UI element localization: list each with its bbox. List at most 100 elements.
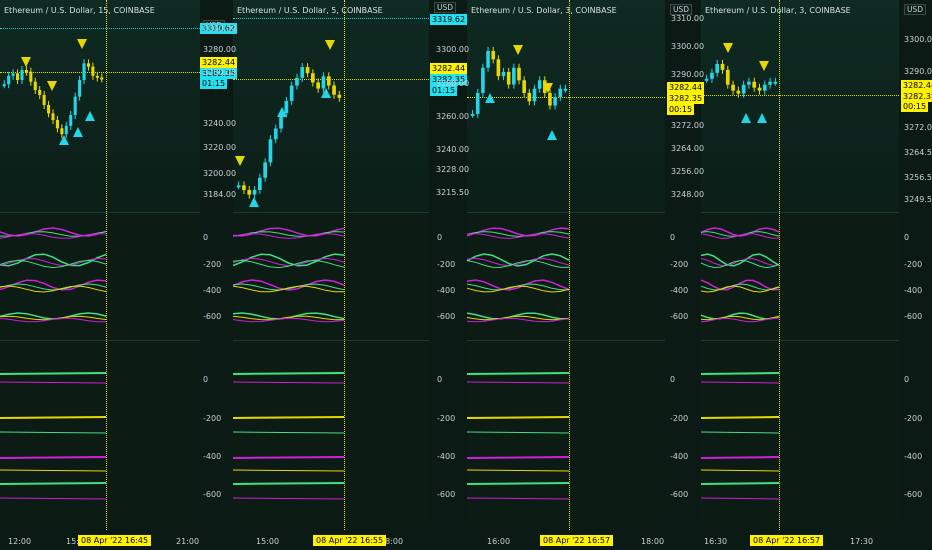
price-pane-1[interactable] — [0, 0, 200, 212]
indicator-level-line — [700, 469, 780, 472]
price-tick: 3264.00 — [671, 144, 705, 153]
panel-4-price-tag: 3282.44 — [901, 80, 932, 91]
sell-signal-triangle — [21, 57, 31, 67]
candle-body — [284, 100, 289, 114]
indicator-line — [0, 253, 107, 267]
indicator-level-line — [232, 456, 345, 459]
crosshair-v-1 — [106, 0, 107, 530]
candle-body — [491, 50, 496, 60]
indicator-tick: -400 — [904, 452, 923, 461]
candle-body — [279, 113, 283, 129]
indicator-line — [700, 231, 780, 237]
candle-body — [91, 66, 95, 76]
candle-body — [481, 67, 485, 93]
indicator-pane-2b[interactable] — [233, 340, 429, 527]
candle-body — [517, 67, 521, 81]
indicator-level-line — [466, 469, 570, 472]
indicator-line — [466, 317, 570, 323]
indicator-line — [700, 279, 780, 291]
indicator-tick: -600 — [203, 312, 222, 321]
candle-body — [773, 81, 778, 84]
indicator-level-line — [0, 416, 107, 419]
price-tick: 3200.00 — [203, 169, 237, 178]
buy-signal-triangle — [73, 127, 83, 137]
indicator-tick: -400 — [203, 286, 222, 295]
panel-3-unit[interactable]: USD — [670, 4, 693, 15]
indicator-tick: 0 — [203, 233, 209, 242]
candle-body — [38, 90, 42, 95]
buy-signal-triangle — [485, 93, 495, 103]
buy-signal-triangle — [277, 107, 287, 117]
panel-1-title: Ethereum / U.S. Dollar, 15, COINBASE — [4, 6, 155, 15]
indicator-tick: -200 — [203, 414, 222, 423]
price-tick: 3280.00 — [436, 79, 470, 88]
indicator-tick: 0 — [670, 375, 676, 384]
candle-body — [273, 128, 278, 140]
sell-signal-triangle — [513, 45, 523, 55]
indicator-line — [0, 312, 107, 320]
candle-body — [51, 113, 55, 120]
indicator-line — [232, 317, 345, 323]
candle-body — [532, 88, 537, 102]
indicator-tick: 0 — [437, 375, 443, 384]
candle-body — [537, 80, 542, 89]
candle-body — [731, 84, 735, 91]
candle-body — [305, 67, 310, 74]
indicator-tick: -600 — [670, 312, 689, 321]
indicator-tick: -200 — [670, 260, 689, 269]
candle-body — [337, 94, 342, 98]
indicator-lines — [0, 227, 780, 500]
crosshair-v-4 — [779, 0, 780, 530]
price-tick: 3290.00 — [904, 67, 932, 76]
indicator-tick: -600 — [437, 490, 456, 499]
candle-body — [60, 128, 64, 135]
price-tick: 3240.00 — [203, 119, 237, 128]
candle-body — [522, 80, 526, 93]
panel-1-countdown: 01:15 — [200, 78, 228, 89]
time-tick-3a: 16:00 — [487, 537, 511, 546]
buy-signal-triangle — [85, 111, 95, 121]
indicator-line — [700, 227, 780, 237]
candle-body — [316, 82, 321, 89]
indicator-level-line — [232, 416, 345, 419]
price-charts — [2, 39, 778, 207]
crosshair-h-2 — [233, 79, 429, 80]
candle-body — [247, 190, 252, 195]
price-pane-4[interactable] — [701, 0, 899, 212]
price-pane-3[interactable] — [467, 0, 665, 212]
candle-body — [747, 81, 751, 85]
indicator-pane-3b[interactable] — [467, 340, 665, 527]
indicator-line — [700, 233, 780, 239]
candle-body — [496, 59, 501, 77]
price-tick: 3240.00 — [436, 145, 470, 154]
indicator-line — [466, 233, 570, 239]
panel-3-price-tag: 3282.44 — [667, 82, 705, 93]
panel-2-last-tag: 3282.35 — [430, 74, 468, 85]
indicator-tick: 0 — [904, 375, 910, 384]
indicator-line — [232, 315, 345, 321]
candle-body — [715, 63, 720, 73]
indicator-tick: -200 — [670, 414, 689, 423]
candle-body — [768, 81, 772, 85]
candle-body — [542, 80, 547, 93]
high-line-2 — [233, 18, 429, 19]
price-tick: 3260.00 — [436, 112, 470, 121]
indicator-pane-1b[interactable] — [0, 340, 200, 527]
candle-body — [82, 63, 86, 80]
indicator-tick: -600 — [904, 312, 923, 321]
indicator-line — [466, 231, 570, 237]
panel-4-unit[interactable]: USD — [904, 4, 927, 15]
candle-body — [506, 71, 511, 85]
panel-3-countdown: 00:15 — [667, 104, 695, 115]
indicator-level-line — [700, 372, 780, 375]
indicator-level-line — [232, 469, 345, 472]
candle-body — [257, 177, 262, 191]
panel-2-unit[interactable]: USD — [434, 2, 457, 13]
panel-1-price-tag: 3282.44 — [200, 57, 238, 68]
indicator-line — [700, 285, 780, 293]
high-line-1 — [0, 28, 200, 29]
price-tick: 3300.00 — [904, 35, 932, 44]
panel-3-last-tag: 3282.35 — [667, 93, 705, 104]
indicator-pane-4b[interactable] — [701, 340, 899, 527]
